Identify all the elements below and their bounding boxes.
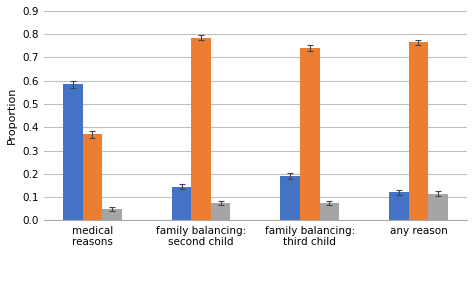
Bar (409, 42, 428, 220)
Y-axis label: Proportion: Proportion (7, 87, 17, 144)
Bar (82, 134, 102, 220)
Bar (319, 203, 339, 220)
Bar (211, 203, 230, 220)
Bar (428, 194, 448, 220)
Bar (102, 209, 122, 220)
Bar (281, 176, 300, 220)
Bar (172, 187, 191, 220)
Bar (63, 84, 82, 220)
Bar (389, 192, 409, 220)
Bar (191, 38, 211, 220)
Bar (300, 48, 319, 220)
